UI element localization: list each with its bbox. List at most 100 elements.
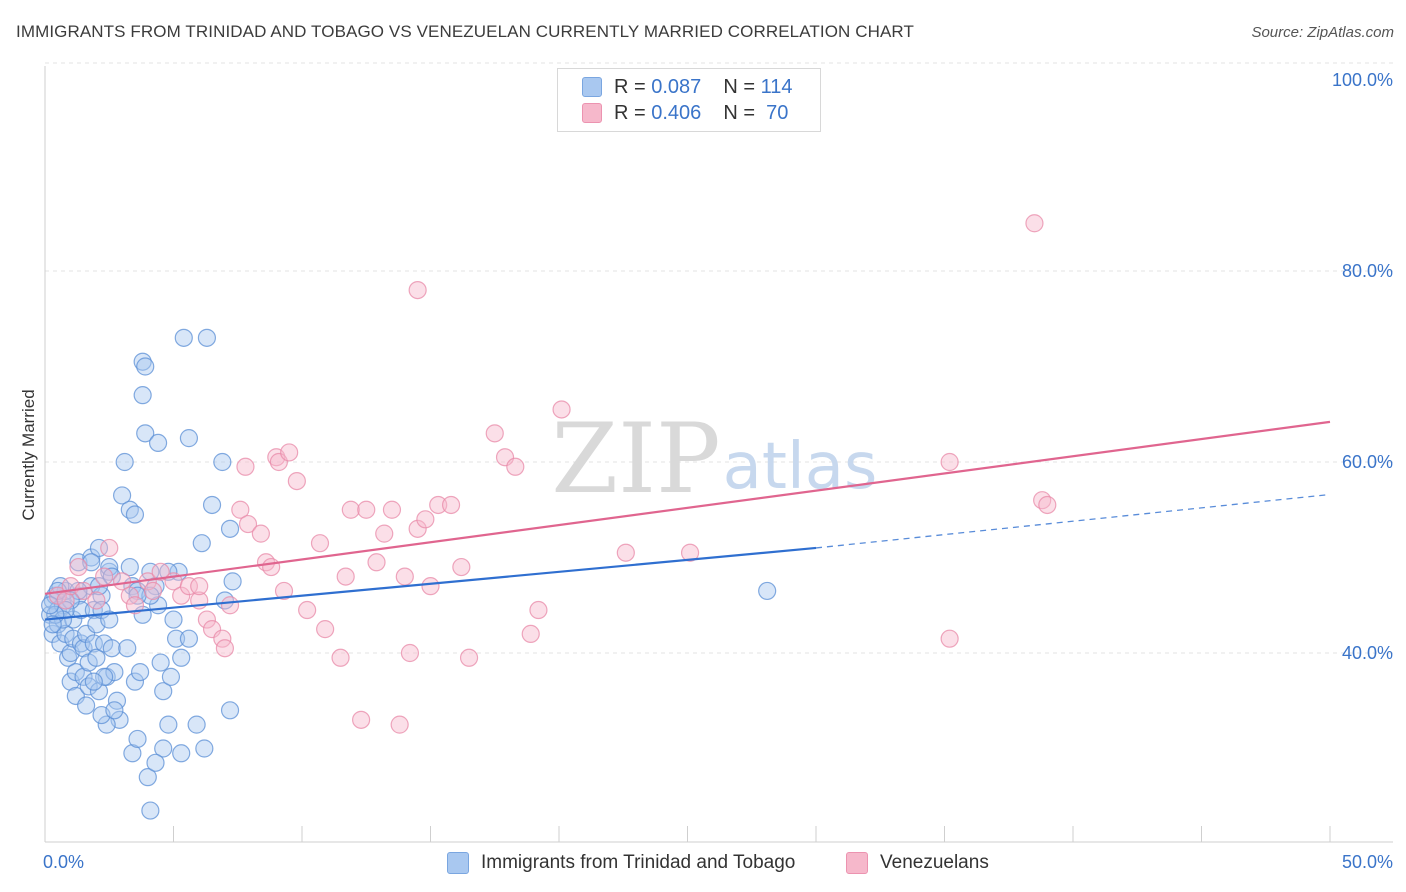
venezuelan-point: [367, 553, 386, 572]
trinidad-point: [95, 667, 114, 686]
venezuelan-point: [408, 281, 427, 300]
venezuelan-point: [441, 495, 461, 515]
legend-item-venezuelan: Venezuelans: [846, 852, 989, 874]
trinidad-point: [148, 433, 168, 452]
trinidad-point: [166, 629, 186, 648]
trinidad-point: [159, 715, 178, 734]
venezuelan-point: [274, 581, 294, 601]
trinidad-point: [133, 352, 152, 371]
venezuelan-point: [421, 577, 440, 596]
trinidad-point: [133, 386, 152, 405]
trinidad-trend-line: [44, 546, 817, 621]
venezuelan-trend-line: [44, 420, 1331, 595]
venezuelan-point: [341, 500, 360, 519]
tick-labels: 40.0% 60.0% 80.0% 100.0% 0.0% 50.0%: [43, 70, 1393, 872]
legend-item-trinidad: Immigrants from Trinidad and Tobago: [447, 852, 795, 874]
legend-swatch-venezuelan: [582, 103, 602, 123]
legend-n-value: 70: [766, 101, 789, 124]
trinidad-point: [112, 486, 132, 505]
trinidad-point: [187, 715, 206, 734]
trinidad-point: [125, 672, 145, 691]
trinidad-point: [102, 639, 121, 658]
venezuelan-point: [172, 586, 191, 605]
trinidad-point: [138, 768, 157, 787]
trinidad-point: [136, 424, 155, 443]
trinidad-point: [82, 548, 101, 567]
venezuelan-point: [120, 586, 139, 605]
series-venezuelan-points: [48, 214, 1057, 734]
legend-swatch-venezuelan: [846, 852, 868, 874]
trinidad-point: [97, 715, 116, 734]
venezuelan-point: [143, 581, 163, 601]
venezuelan-point: [680, 543, 700, 562]
venezuelan-point: [521, 624, 540, 644]
trinidad-point: [105, 701, 124, 720]
gridlines: [45, 62, 1393, 654]
legend-swatch-trinidad: [447, 852, 469, 874]
venezuelan-point: [375, 524, 394, 543]
trinidad-point: [64, 610, 83, 629]
venezuelan-point: [416, 510, 435, 529]
legend-swatch-trinidad: [582, 77, 602, 97]
trinidad-point: [105, 662, 124, 682]
venezuelan-point: [190, 577, 209, 596]
trinidad-point: [84, 634, 103, 653]
venezuelan-point: [1038, 495, 1057, 515]
trinidad-point: [77, 696, 96, 715]
venezuelan-point: [262, 557, 281, 577]
venezuelan-point: [215, 639, 234, 658]
trinidad-point: [59, 648, 78, 667]
trinidad-point: [123, 744, 142, 763]
venezuelan-point: [400, 643, 420, 663]
trinidad-point: [758, 581, 777, 601]
venezuelan-point: [310, 534, 330, 553]
trinidad-point: [179, 429, 199, 448]
venezuelan-point: [408, 519, 427, 538]
legend-r-value: 0.406: [651, 101, 702, 124]
venezuelan-point: [429, 495, 448, 515]
venezuelan-point: [336, 567, 355, 586]
trinidad-point: [151, 653, 170, 672]
venezuelan-point: [151, 562, 170, 581]
trinidad-point: [197, 328, 217, 347]
trinidad-point: [136, 357, 155, 376]
trinidad-point: [130, 662, 150, 682]
trinidad-point: [100, 610, 119, 629]
venezuelan-point: [940, 452, 959, 472]
venezuelan-point: [287, 472, 306, 491]
venezuelan-point: [395, 567, 414, 586]
trinidad-point: [128, 729, 147, 749]
venezuelan-point: [506, 457, 525, 476]
venezuelan-point: [357, 500, 376, 519]
venezuelan-point: [251, 524, 270, 543]
venezuelan-point: [331, 648, 350, 667]
venezuelan-point: [197, 610, 217, 629]
trinidad-point: [154, 682, 173, 701]
legend-row-venezuelan: R = 0.406 N = 70: [582, 101, 788, 125]
y-tick-label: 60.0%: [1342, 452, 1393, 472]
watermark-zip: ZIP: [551, 403, 720, 515]
trinidad-point: [84, 672, 103, 691]
venezuelan-point: [352, 710, 371, 729]
trinidad-point: [141, 801, 160, 820]
venezuelan-point: [220, 596, 240, 615]
venezuelan-point: [100, 538, 119, 558]
trinidad-point: [89, 538, 109, 558]
x-tick-label: 50.0%: [1342, 852, 1393, 872]
stats-legend: R = 0.087 N = 114 R = 0.406 N = 70: [557, 68, 821, 132]
venezuelan-point: [459, 648, 479, 667]
x-tick-label: 0.0%: [43, 852, 84, 872]
axes: [44, 66, 1393, 843]
legend-r-label: R =: [614, 101, 646, 124]
venezuelan-point: [552, 400, 571, 419]
y-tick-label: 40.0%: [1342, 643, 1393, 663]
y-axis-label: Currently Married: [19, 389, 38, 520]
trinidad-point: [172, 648, 191, 667]
trinidad-point: [74, 639, 93, 658]
trinidad-point: [220, 701, 240, 720]
trinidad-point: [146, 753, 165, 772]
trinidad-point: [202, 495, 222, 515]
venezuelan-point: [616, 543, 635, 562]
trinidad-point: [220, 519, 240, 538]
